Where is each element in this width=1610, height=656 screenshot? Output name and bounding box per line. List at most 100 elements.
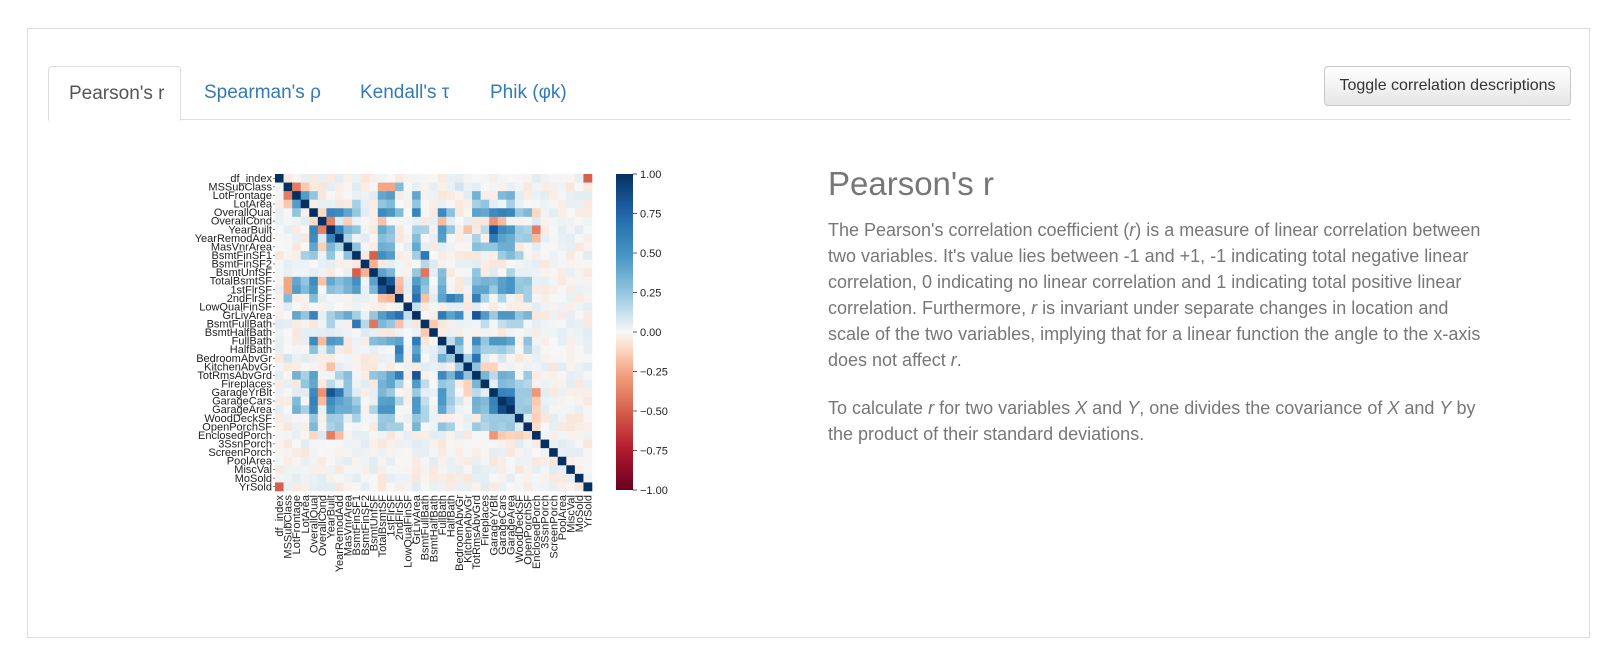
heatmap-cell [403, 405, 413, 415]
heatmap-cell [369, 268, 379, 278]
heatmap-cell [549, 431, 559, 440]
heatmap-cell [377, 233, 387, 243]
heatmap-cell [480, 242, 490, 252]
heatmap-cell [412, 422, 421, 432]
heatmap-cell [394, 422, 404, 432]
heatmap-cell [557, 431, 567, 440]
heatmap-cell [566, 225, 576, 235]
heatmap-cell [540, 259, 550, 269]
heatmap-row-label: MasVnrArea [211, 241, 273, 253]
heatmap-cell [352, 276, 361, 286]
heatmap-cell [309, 353, 319, 363]
heatmap-col-label: OpenPorchSF [523, 495, 535, 565]
heatmap-cell [549, 182, 559, 192]
heatmap-cell [489, 448, 499, 458]
heatmap-cell [446, 208, 456, 218]
heatmap-cell [472, 268, 481, 278]
heatmap-cell [403, 388, 413, 398]
heatmap-cell [326, 276, 336, 286]
heatmap-cell [317, 251, 327, 260]
heatmap-cell [480, 233, 490, 243]
heatmap-col-label: TotalBsmtSF [377, 495, 389, 558]
heatmap-cell [360, 413, 370, 423]
heatmap-cell [557, 216, 567, 226]
heatmap-cell [300, 336, 310, 346]
heatmap-cell [352, 242, 361, 252]
tab-spearman[interactable]: Spearman's ρ [204, 82, 321, 103]
heatmap-cell [369, 422, 379, 432]
heatmap-cell [514, 388, 524, 398]
heatmap-cell [292, 251, 302, 260]
heatmap-cell [446, 431, 456, 440]
heatmap-cell [497, 448, 507, 458]
heatmap-cell [557, 396, 567, 406]
heatmap-cell [360, 482, 370, 492]
heatmap-cell [377, 285, 387, 295]
heatmap-cell [506, 328, 516, 338]
heatmap-cell [463, 439, 473, 449]
heatmap-cell [412, 371, 421, 380]
heatmap-cell [472, 216, 481, 226]
heatmap-cell [309, 276, 319, 286]
heatmap-cell [489, 328, 499, 338]
heatmap-cell [360, 405, 370, 415]
heatmap-cell [566, 405, 576, 415]
heatmap-cell [437, 208, 447, 218]
heatmap-cell [506, 191, 516, 201]
heatmap-cell [394, 216, 404, 226]
heatmap-cell [583, 191, 593, 201]
heatmap-cell [309, 413, 319, 423]
heatmap-cell [489, 276, 499, 286]
heatmap-cell [532, 371, 541, 380]
heatmap-cell [283, 328, 293, 338]
heatmap-cell [463, 413, 473, 423]
heatmap-cell [497, 174, 507, 183]
heatmap-cell [377, 413, 387, 423]
heatmap-cell [283, 388, 293, 398]
heatmap-cell [420, 482, 430, 492]
heatmap-cell [523, 345, 533, 355]
heatmap-cell [317, 182, 327, 192]
heatmap-cell [300, 422, 310, 432]
heatmap-cell [394, 482, 404, 492]
heatmap-cell [420, 439, 430, 449]
heatmap-cell [472, 285, 481, 295]
heatmap-cell [275, 482, 284, 492]
heatmap-cell [429, 388, 439, 398]
heatmap-cell [317, 208, 327, 218]
toggle-descriptions-button[interactable]: Toggle correlation descriptions [1324, 66, 1571, 106]
heatmap-cell [334, 216, 344, 226]
heatmap-cell [343, 431, 353, 440]
heatmap-cell [309, 174, 319, 183]
heatmap-cell [352, 174, 361, 183]
heatmap-cell [377, 405, 387, 415]
heatmap-cell [532, 191, 541, 201]
heatmap-cell [454, 259, 464, 269]
heatmap-cell [360, 225, 370, 235]
tab-phik[interactable]: Phik (φk) [490, 82, 567, 103]
heatmap-cell [300, 482, 310, 492]
heatmap-cell [283, 259, 293, 269]
heatmap-cell [446, 465, 456, 475]
tab-kendall[interactable]: Kendall's τ [360, 82, 450, 103]
heatmap-cell [472, 302, 481, 312]
tab-pearson[interactable]: Pearson's r [48, 66, 181, 121]
heatmap-cell [497, 285, 507, 295]
heatmap-cell [394, 182, 404, 192]
heatmap-cell [566, 362, 576, 372]
heatmap-cell [403, 336, 413, 346]
heatmap-cell [343, 422, 353, 432]
heatmap-cell [334, 362, 344, 372]
heatmap-cell [506, 259, 516, 269]
heatmap-cell [275, 191, 284, 201]
heatmap-cell [343, 379, 353, 389]
heatmap-cell [377, 336, 387, 346]
heatmap-row-label: YearRemodAdd [195, 233, 272, 245]
heatmap-cell [574, 422, 584, 432]
heatmap-cell [412, 199, 421, 209]
heatmap-cell [454, 431, 464, 440]
heatmap-cell [437, 396, 447, 406]
heatmap-cell [283, 268, 293, 278]
heatmap-cell [283, 413, 293, 423]
heatmap-cell [566, 328, 576, 338]
